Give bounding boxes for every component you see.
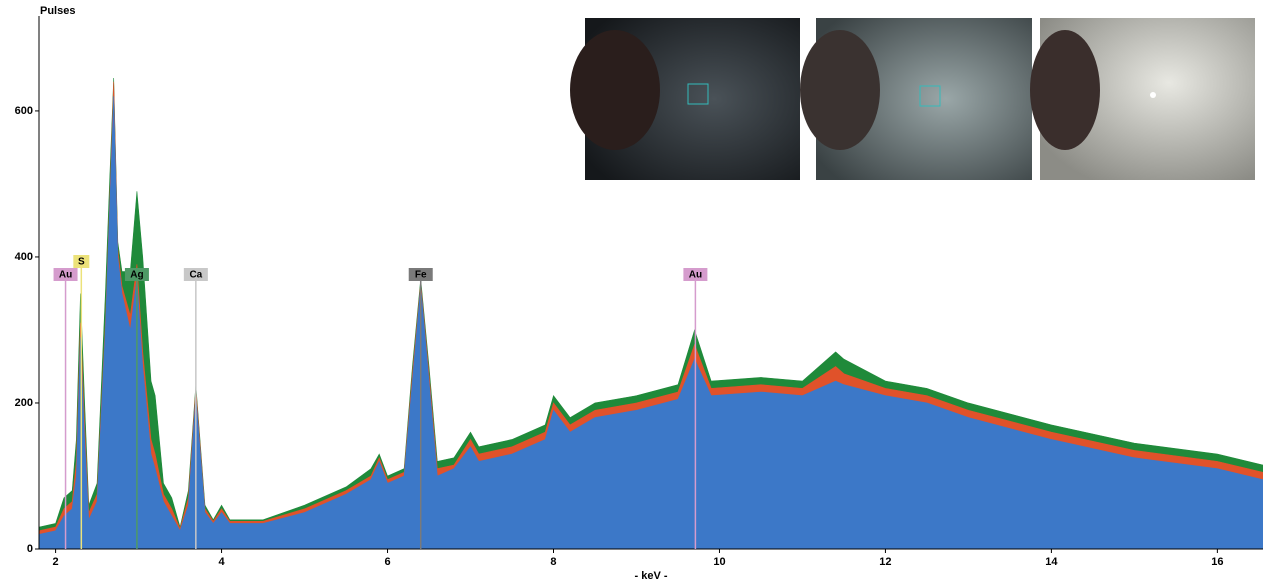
spectrum-area <box>38 96 1263 550</box>
x-tick-label: 8 <box>550 556 556 568</box>
y-tick-label: 400 <box>15 251 33 263</box>
inset-shape <box>570 30 660 150</box>
inset-cursor <box>687 83 709 105</box>
element-tag <box>73 255 90 268</box>
element-label: Ca <box>189 270 202 281</box>
x-tick-label: 2 <box>53 556 59 568</box>
y-tick-label: 0 <box>27 543 33 555</box>
inset-cursor <box>1150 92 1156 98</box>
element-tag <box>408 268 433 281</box>
element-label: Fe <box>415 270 427 281</box>
camera-insets <box>570 18 1255 180</box>
x-tick-label: 4 <box>219 556 226 568</box>
y-tick-label: 200 <box>15 397 33 409</box>
element-tag <box>183 268 208 281</box>
element-tag <box>683 268 708 281</box>
x-tick-label: 14 <box>1045 556 1058 568</box>
inset-shape <box>1030 30 1100 150</box>
element-tag <box>53 268 78 281</box>
element-label: Au <box>689 270 702 281</box>
element-label: S <box>78 257 85 268</box>
x-tick-label: 10 <box>713 556 725 568</box>
y-axis-label: Pulses <box>40 5 75 17</box>
element-tag <box>124 268 149 281</box>
y-tick-label: 600 <box>15 105 33 117</box>
element-label: Au <box>59 270 72 281</box>
element-label: Ag <box>130 270 143 281</box>
x-tick-label: 12 <box>879 556 891 568</box>
inset-shape <box>800 30 880 150</box>
inset-cursor <box>919 85 941 107</box>
x-axis-label: - keV - <box>634 570 667 582</box>
x-tick-label: 6 <box>384 556 390 568</box>
x-tick-label: 16 <box>1211 556 1223 568</box>
